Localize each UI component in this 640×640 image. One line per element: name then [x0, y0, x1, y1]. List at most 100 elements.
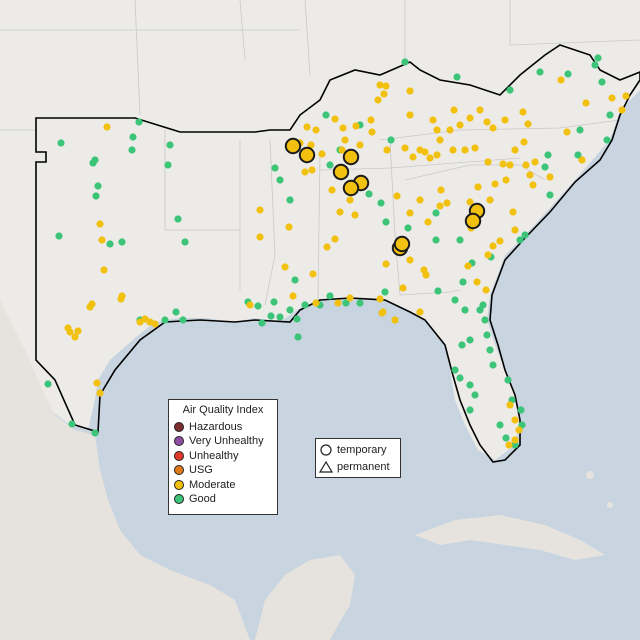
good-monitor-marker[interactable] — [166, 141, 174, 149]
moderate-monitor-marker[interactable] — [339, 124, 347, 132]
moderate-monitor-marker[interactable] — [474, 183, 482, 191]
good-monitor-marker[interactable] — [576, 126, 584, 134]
good-monitor-marker[interactable] — [481, 316, 489, 324]
moderate-monitor-marker[interactable] — [511, 436, 519, 444]
moderate-monitor-marker[interactable] — [151, 320, 159, 328]
moderate-monitor-marker[interactable] — [443, 199, 451, 207]
good-monitor-marker[interactable] — [466, 406, 474, 414]
good-monitor-marker[interactable] — [342, 299, 350, 307]
good-monitor-marker[interactable] — [606, 111, 614, 119]
moderate-monitor-marker[interactable] — [608, 94, 616, 102]
good-monitor-marker[interactable] — [506, 86, 514, 94]
good-monitor-marker[interactable] — [174, 215, 182, 223]
moderate-monitor-marker[interactable] — [436, 202, 444, 210]
moderate-monitor-marker[interactable] — [382, 260, 390, 268]
moderate-monitor-marker[interactable] — [406, 111, 414, 119]
moderate-monitor-marker[interactable] — [429, 116, 437, 124]
good-monitor-marker[interactable] — [94, 182, 102, 190]
moderate-monitor-marker[interactable] — [309, 270, 317, 278]
good-monitor-marker[interactable] — [456, 374, 464, 382]
good-monitor-marker[interactable] — [432, 209, 440, 217]
moderate-monitor-marker[interactable] — [416, 196, 424, 204]
good-monitor-marker[interactable] — [536, 68, 544, 76]
moderate-monitor-marker[interactable] — [466, 114, 474, 122]
moderate-monitor-marker[interactable] — [331, 115, 339, 123]
moderate-monitor-marker[interactable] — [529, 181, 537, 189]
moderate-monitor-marker[interactable] — [476, 106, 484, 114]
good-monitor-marker[interactable] — [466, 381, 474, 389]
good-monitor-marker[interactable] — [161, 316, 169, 324]
moderate-monitor-marker[interactable] — [471, 144, 479, 152]
moderate-monitor-marker[interactable] — [511, 226, 519, 234]
moderate-monitor-marker[interactable] — [368, 128, 376, 136]
moderate-monitor-marker[interactable] — [433, 151, 441, 159]
good-monitor-marker[interactable] — [496, 421, 504, 429]
good-monitor-marker[interactable] — [502, 434, 510, 442]
good-monitor-marker[interactable] — [511, 441, 519, 449]
good-monitor-marker[interactable] — [544, 151, 552, 159]
moderate-monitor-marker[interactable] — [502, 176, 510, 184]
good-monitor-marker[interactable] — [128, 146, 136, 154]
moderate-monitor-marker[interactable] — [466, 198, 474, 206]
moderate-monitor-marker[interactable] — [303, 123, 311, 131]
moderate-monitor-marker[interactable] — [341, 136, 349, 144]
moderate-monitor-marker[interactable] — [520, 138, 528, 146]
temporary-monitor-marker[interactable] — [332, 163, 350, 181]
good-monitor-marker[interactable] — [68, 420, 76, 428]
good-monitor-marker[interactable] — [92, 192, 100, 200]
good-monitor-marker[interactable] — [301, 301, 309, 309]
good-monitor-marker[interactable] — [322, 111, 330, 119]
moderate-monitor-marker[interactable] — [308, 166, 316, 174]
moderate-monitor-marker[interactable] — [524, 120, 532, 128]
good-monitor-marker[interactable] — [57, 139, 65, 147]
good-monitor-marker[interactable] — [356, 299, 364, 307]
moderate-monitor-marker[interactable] — [519, 108, 527, 116]
moderate-monitor-marker[interactable] — [515, 426, 523, 434]
moderate-monitor-marker[interactable] — [312, 299, 320, 307]
moderate-monitor-marker[interactable] — [323, 243, 331, 251]
moderate-monitor-marker[interactable] — [367, 116, 375, 124]
moderate-monitor-marker[interactable] — [449, 146, 457, 154]
good-monitor-marker[interactable] — [564, 70, 572, 78]
good-monitor-marker[interactable] — [291, 276, 299, 284]
moderate-monitor-marker[interactable] — [406, 87, 414, 95]
moderate-monitor-marker[interactable] — [437, 186, 445, 194]
good-monitor-marker[interactable] — [504, 376, 512, 384]
good-monitor-marker[interactable] — [164, 161, 172, 169]
moderate-monitor-marker[interactable] — [382, 82, 390, 90]
good-monitor-marker[interactable] — [591, 61, 599, 69]
moderate-monitor-marker[interactable] — [351, 211, 359, 219]
good-monitor-marker[interactable] — [521, 231, 529, 239]
moderate-monitor-marker[interactable] — [331, 235, 339, 243]
moderate-monitor-marker[interactable] — [376, 81, 384, 89]
moderate-monitor-marker[interactable] — [506, 401, 514, 409]
moderate-monitor-marker[interactable] — [505, 441, 513, 449]
moderate-monitor-marker[interactable] — [426, 154, 434, 162]
moderate-monitor-marker[interactable] — [557, 76, 565, 84]
moderate-monitor-marker[interactable] — [380, 90, 388, 98]
moderate-monitor-marker[interactable] — [356, 141, 364, 149]
good-monitor-marker[interactable] — [106, 240, 114, 248]
moderate-monitor-marker[interactable] — [509, 208, 517, 216]
good-monitor-marker[interactable] — [517, 406, 525, 414]
good-monitor-marker[interactable] — [365, 190, 373, 198]
moderate-monitor-marker[interactable] — [506, 161, 514, 169]
moderate-monitor-marker[interactable] — [489, 242, 497, 250]
moderate-monitor-marker[interactable] — [256, 206, 264, 214]
good-monitor-marker[interactable] — [286, 196, 294, 204]
good-monitor-marker[interactable] — [55, 232, 63, 240]
moderate-monitor-marker[interactable] — [421, 148, 429, 156]
good-monitor-marker[interactable] — [286, 306, 294, 314]
good-monitor-marker[interactable] — [461, 306, 469, 314]
good-monitor-marker[interactable] — [270, 298, 278, 306]
good-monitor-marker[interactable] — [574, 151, 582, 159]
moderate-monitor-marker[interactable] — [98, 236, 106, 244]
moderate-monitor-marker[interactable] — [346, 196, 354, 204]
good-monitor-marker[interactable] — [458, 341, 466, 349]
temporary-monitor-marker[interactable] — [393, 235, 411, 253]
good-monitor-marker[interactable] — [387, 136, 395, 144]
good-monitor-marker[interactable] — [294, 333, 302, 341]
good-monitor-marker[interactable] — [179, 316, 187, 324]
good-monitor-marker[interactable] — [172, 308, 180, 316]
